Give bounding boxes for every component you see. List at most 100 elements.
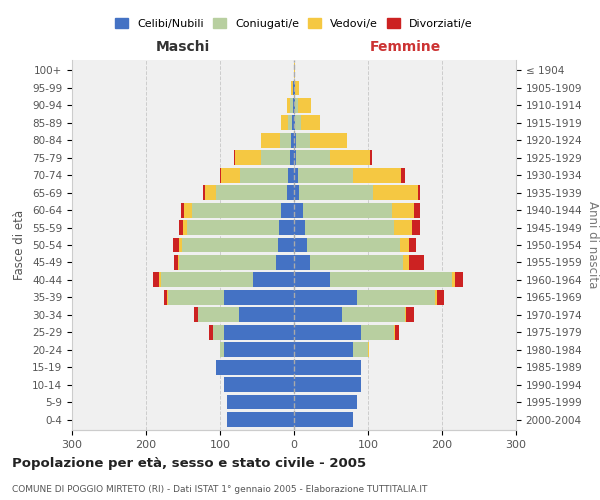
- Y-axis label: Fasce di età: Fasce di età: [13, 210, 26, 280]
- Bar: [294, 116, 295, 130]
- Bar: [224, 377, 294, 392]
- Bar: [409, 255, 424, 270]
- Bar: [394, 325, 395, 340]
- Bar: [182, 238, 278, 252]
- Bar: [291, 133, 294, 148]
- Bar: [298, 168, 353, 182]
- Bar: [403, 255, 409, 270]
- Bar: [227, 412, 294, 427]
- Bar: [220, 168, 221, 182]
- Bar: [217, 185, 287, 200]
- Bar: [298, 98, 311, 113]
- Bar: [452, 272, 455, 287]
- Bar: [281, 202, 294, 218]
- Bar: [294, 150, 296, 165]
- Legend: Celibi/Nubili, Coniugati/e, Vedovi/e, Divorziati/e: Celibi/Nubili, Coniugati/e, Vedovi/e, Di…: [111, 14, 477, 34]
- Bar: [437, 290, 444, 305]
- Bar: [291, 80, 293, 96]
- Bar: [329, 272, 452, 287]
- Bar: [212, 325, 224, 340]
- Bar: [414, 202, 420, 218]
- Bar: [295, 116, 301, 130]
- Bar: [418, 185, 420, 200]
- Bar: [294, 220, 305, 235]
- Y-axis label: Anni di nascita: Anni di nascita: [586, 202, 599, 288]
- Bar: [281, 116, 288, 130]
- Bar: [187, 220, 279, 235]
- Bar: [401, 168, 405, 182]
- Text: COMUNE DI POGGIO MIRTETO (RI) - Dati ISTAT 1° gennaio 2005 - Elaborazione TUTTIT: COMUNE DI POGGIO MIRTETO (RI) - Dati IST…: [12, 485, 427, 494]
- Bar: [353, 342, 368, 357]
- Bar: [293, 80, 294, 96]
- Bar: [294, 255, 310, 270]
- Bar: [203, 185, 205, 200]
- Bar: [209, 325, 212, 340]
- Bar: [154, 272, 160, 287]
- Bar: [412, 220, 420, 235]
- Bar: [280, 133, 291, 148]
- Bar: [227, 394, 294, 409]
- Text: Maschi: Maschi: [156, 40, 210, 54]
- Bar: [361, 325, 394, 340]
- Bar: [161, 272, 253, 287]
- Bar: [409, 238, 416, 252]
- Bar: [279, 220, 294, 235]
- Bar: [294, 290, 357, 305]
- Bar: [296, 133, 310, 148]
- Bar: [173, 238, 179, 252]
- Bar: [303, 202, 392, 218]
- Bar: [260, 150, 290, 165]
- Bar: [235, 150, 260, 165]
- Bar: [373, 185, 418, 200]
- Bar: [160, 272, 161, 287]
- Bar: [294, 308, 342, 322]
- Bar: [310, 133, 347, 148]
- Bar: [394, 220, 412, 235]
- Bar: [294, 238, 307, 252]
- Bar: [179, 220, 183, 235]
- Bar: [287, 98, 290, 113]
- Bar: [275, 255, 294, 270]
- Bar: [221, 168, 240, 182]
- Bar: [192, 202, 281, 218]
- Bar: [295, 98, 298, 113]
- Bar: [293, 98, 294, 113]
- Bar: [294, 342, 353, 357]
- Bar: [370, 150, 372, 165]
- Bar: [164, 290, 167, 305]
- Bar: [294, 185, 299, 200]
- Text: Femmine: Femmine: [370, 40, 440, 54]
- Bar: [168, 290, 224, 305]
- Bar: [240, 168, 288, 182]
- Bar: [295, 80, 299, 96]
- Bar: [184, 202, 192, 218]
- Bar: [405, 308, 406, 322]
- Bar: [278, 238, 294, 252]
- Bar: [294, 63, 295, 78]
- Bar: [305, 220, 394, 235]
- Text: Popolazione per età, sesso e stato civile - 2005: Popolazione per età, sesso e stato civil…: [12, 458, 366, 470]
- Bar: [167, 290, 168, 305]
- Bar: [329, 150, 370, 165]
- Bar: [262, 133, 280, 148]
- Bar: [288, 168, 294, 182]
- Bar: [310, 255, 403, 270]
- Bar: [288, 116, 292, 130]
- Bar: [301, 116, 320, 130]
- Bar: [234, 150, 235, 165]
- Bar: [174, 255, 178, 270]
- Bar: [179, 255, 275, 270]
- Bar: [400, 238, 409, 252]
- Bar: [294, 394, 357, 409]
- Bar: [224, 325, 294, 340]
- Bar: [353, 168, 401, 182]
- Bar: [455, 272, 463, 287]
- Bar: [294, 325, 361, 340]
- Bar: [224, 290, 294, 305]
- Bar: [368, 342, 370, 357]
- Bar: [294, 377, 361, 392]
- Bar: [178, 255, 179, 270]
- Bar: [198, 308, 239, 322]
- Bar: [294, 133, 296, 148]
- Bar: [294, 168, 298, 182]
